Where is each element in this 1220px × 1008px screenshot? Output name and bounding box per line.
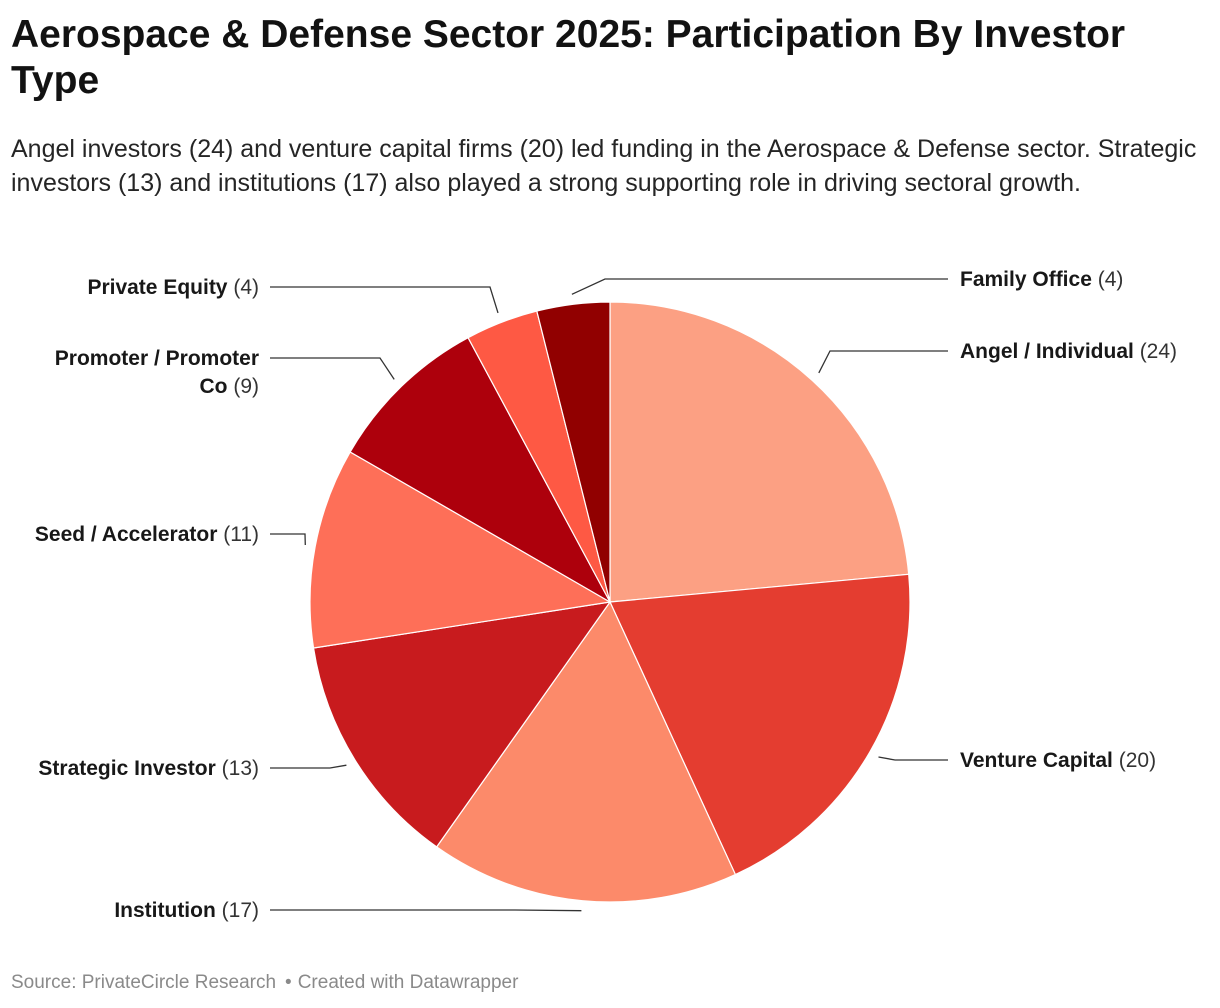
- credit-text: Created with Datawrapper: [297, 972, 519, 993]
- leader-line-promoter-promoter-co: [270, 357, 395, 380]
- chart-subtitle: Angel investors (24) and venture capital…: [11, 135, 1197, 197]
- slice-label-seed-accelerator: Seed / Accelerator (11): [35, 523, 259, 546]
- slice-label-institution: Institution (17): [114, 899, 259, 922]
- leader-line-strategic-investor: [270, 764, 347, 769]
- leader-line-angel-individual: [818, 350, 948, 374]
- slice-label-private-equity: Private Equity (4): [87, 276, 259, 299]
- pie-slice-family-office: [536, 301, 611, 603]
- pie-slice-promoter-promoter-co: [349, 336, 612, 604]
- chart-title: Aerospace & Defense Sector 2025: Partici…: [11, 13, 1126, 102]
- leader-line-seed-accelerator: [270, 533, 306, 546]
- source-text: Source: PrivateCircle Research: [11, 972, 277, 993]
- leader-line-institution: [270, 909, 582, 912]
- slice-label-family-office: Family Office (4): [960, 268, 1123, 291]
- slice-label-venture-capital: Venture Capital (20): [960, 749, 1156, 772]
- leader-line-family-office: [571, 278, 948, 295]
- leader-line-venture-capital: [878, 756, 948, 761]
- footer-separator: •: [285, 972, 292, 993]
- leader-line-private-equity: [270, 286, 499, 314]
- slice-label-strategic-investor: Strategic Investor (13): [38, 757, 259, 780]
- footer: Source: PrivateCircle Research • Created w…: [11, 972, 518, 994]
- pie-slice-institution: [435, 600, 737, 903]
- slice-labels: Angel / Individual (24) Venture Capital (…: [35, 268, 1177, 922]
- slice-label-promoter-promoter-co: Promoter / Promoter Co (9): [55, 347, 259, 398]
- leader-lines: [270, 278, 948, 912]
- pie-slices: [309, 301, 911, 903]
- pie-slice-angel-individual: [609, 301, 910, 603]
- pie-slice-strategic-investor: [312, 601, 612, 848]
- slice-label-angel-individual: Angel / Individual (24): [960, 340, 1177, 363]
- pie-slice-seed-accelerator: [309, 451, 612, 649]
- pie-slice-venture-capital: [609, 573, 911, 876]
